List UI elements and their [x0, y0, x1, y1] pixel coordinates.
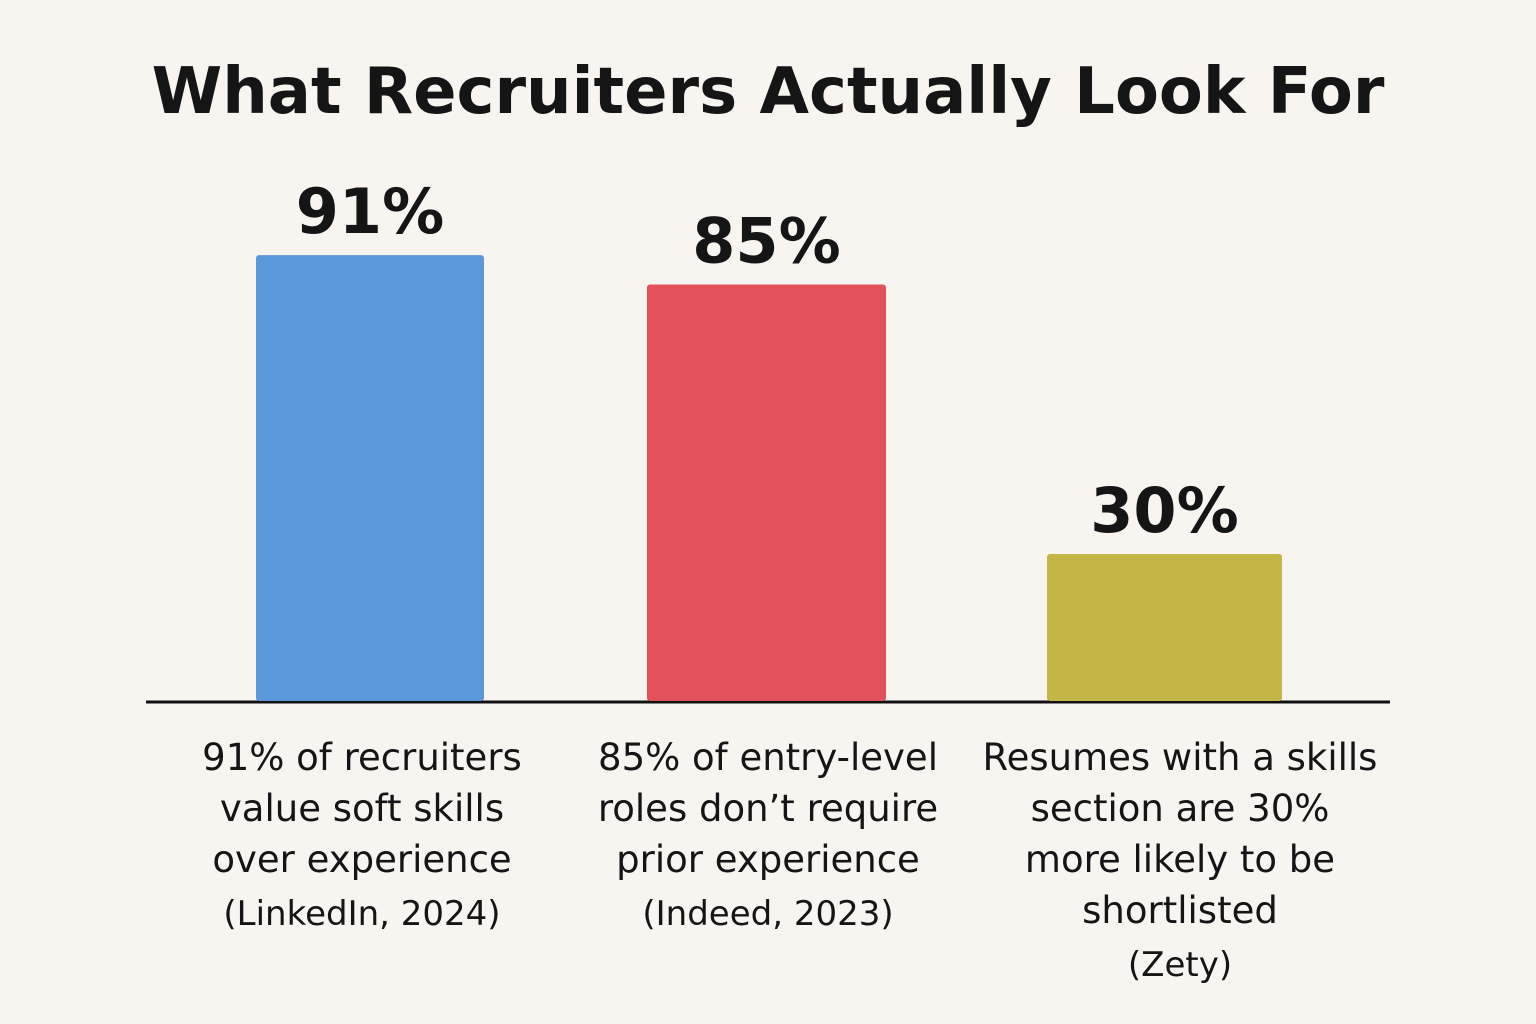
category-label-line: 85% of entry-level — [598, 736, 938, 779]
category-label-line: over experience — [212, 838, 511, 881]
bar-value-label-3: 30% — [1090, 474, 1238, 547]
bar-value-label-2: 85% — [692, 205, 840, 278]
bars-layer: 91% 85% 30% — [256, 175, 1282, 701]
category-label-2: 85% of entry-level roles don’t require pri… — [598, 736, 938, 934]
bar-2 — [647, 284, 886, 701]
bar-value-label-1: 91% — [296, 175, 444, 248]
category-label-line: value soft skills — [220, 787, 504, 830]
category-label-line: section are 30% — [1031, 787, 1330, 830]
source-citation: (LinkedIn, 2024) — [223, 894, 500, 934]
labels-layer: 91% of recruiters value soft skills over e… — [202, 736, 1377, 985]
category-label-3: Resumes with a skills section are 30% more… — [983, 736, 1378, 985]
category-label-line: prior experience — [616, 838, 920, 881]
bar-3 — [1047, 554, 1282, 701]
category-label-line: Resumes with a skills — [983, 736, 1378, 779]
source-citation: (Zety) — [1128, 945, 1232, 985]
category-label-line: shortlisted — [1082, 889, 1278, 932]
category-label-line: roles don’t require — [598, 787, 938, 830]
category-label-1: 91% of recruiters value soft skills over e… — [202, 736, 522, 934]
chart-title: What Recruiters Actually Look For — [152, 55, 1385, 129]
category-label-line: more likely to be — [1025, 838, 1335, 881]
category-label-line: 91% of recruiters — [202, 736, 522, 779]
bar-1 — [256, 255, 484, 701]
source-citation: (Indeed, 2023) — [642, 894, 893, 934]
